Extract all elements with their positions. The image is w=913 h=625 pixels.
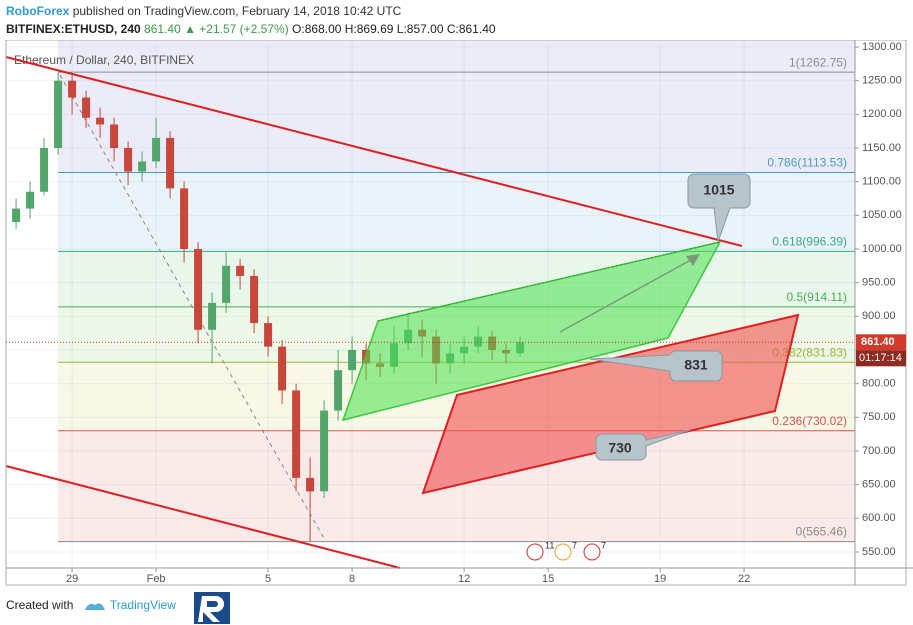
footer-created: Created with bbox=[6, 598, 74, 612]
event-count: 7 bbox=[572, 540, 577, 550]
candle-body bbox=[208, 302, 217, 330]
fib-label: 1(1262.75) bbox=[789, 55, 847, 69]
fib-label: 0(565.46) bbox=[796, 525, 847, 539]
candle-body bbox=[152, 137, 161, 162]
y-tick-label: 650.00 bbox=[862, 479, 896, 491]
symbol: BITFINEX:ETHUSD, 240 bbox=[6, 22, 141, 36]
y-tick-label: 750.00 bbox=[862, 411, 896, 423]
candle-body bbox=[138, 161, 147, 172]
x-tick-label: Feb bbox=[147, 573, 166, 585]
chart: 1(1262.75) 0.786(1113.53) 0.618(996.39) 0.5… bbox=[5, 40, 913, 586]
y-tick-label: 1200.00 bbox=[862, 108, 902, 120]
candle-body bbox=[124, 147, 133, 172]
ohlc: O:868.00 H:869.69 L:857.00 C:861.40 bbox=[292, 22, 496, 36]
event-count: 11 bbox=[545, 540, 554, 550]
y-tick-label: 900.00 bbox=[862, 310, 896, 322]
callout-label: 1015 bbox=[703, 182, 734, 198]
roboforex-logo bbox=[194, 592, 230, 624]
header-line: RoboForex published on TradingView.com, … bbox=[6, 4, 401, 18]
lower-trendline bbox=[5, 465, 401, 569]
candle-body bbox=[278, 346, 287, 391]
quote-line: BITFINEX:ETHUSD, 240 861.40 ▲ +21.57 (+2… bbox=[6, 22, 496, 36]
candle-body bbox=[166, 137, 175, 189]
fib-band bbox=[58, 40, 855, 73]
candle-body bbox=[250, 275, 259, 324]
y-tick-label: 800.00 bbox=[862, 378, 896, 390]
candle-body bbox=[320, 410, 329, 492]
candle-body bbox=[96, 117, 105, 125]
x-tick-label: 15 bbox=[542, 573, 554, 585]
callout bbox=[595, 429, 691, 461]
candle-body bbox=[334, 370, 343, 411]
fib-label: 0.786(1113.53) bbox=[767, 156, 847, 170]
fib-band bbox=[58, 251, 855, 307]
footer: Created with TradingView bbox=[6, 598, 176, 613]
candle-body bbox=[222, 265, 231, 303]
x-tick-label: 5 bbox=[265, 573, 271, 585]
y-tick-label: 1100.00 bbox=[862, 176, 901, 188]
upper-trendline bbox=[5, 56, 743, 247]
fib-band bbox=[58, 72, 855, 173]
event-icon[interactable] bbox=[554, 543, 572, 561]
arrow-head bbox=[686, 254, 700, 266]
countdown-label: 01:17:14 bbox=[859, 352, 902, 364]
y-tick-label: 1150.00 bbox=[862, 142, 901, 154]
green-channel bbox=[341, 240, 722, 422]
y-tick-label: 700.00 bbox=[862, 445, 896, 457]
dashed-trend bbox=[59, 74, 326, 541]
last-price-label: 861.40 bbox=[861, 336, 895, 348]
y-tick-label: 1000.00 bbox=[862, 243, 902, 255]
fib-label: 0.236(730.02) bbox=[772, 414, 847, 428]
brand: RoboForex bbox=[6, 4, 70, 18]
frame bbox=[5, 40, 907, 586]
event-icon[interactable] bbox=[583, 543, 601, 561]
y-tick-label: 950.00 bbox=[862, 277, 896, 289]
quote: 861.40 ▲ +21.57 (+2.57%) bbox=[144, 22, 289, 36]
candle-body bbox=[236, 265, 245, 276]
countdown-tag bbox=[856, 350, 906, 367]
callout bbox=[687, 173, 751, 243]
x-tick-label: 22 bbox=[738, 573, 750, 585]
callout bbox=[589, 350, 723, 382]
fib-label: 0.5(914.11) bbox=[787, 290, 848, 304]
fib-label: 0.382(831.83) bbox=[772, 345, 847, 359]
chart-title: Ethereum / Dollar, 240, BITFINEX bbox=[14, 53, 194, 67]
candle-body bbox=[26, 191, 35, 209]
arrow bbox=[559, 255, 699, 333]
event-count: 7 bbox=[601, 540, 606, 550]
event-icon[interactable] bbox=[526, 543, 544, 561]
candle-body bbox=[40, 147, 49, 192]
x-tick-label: 12 bbox=[458, 573, 470, 585]
candle-body bbox=[264, 323, 273, 347]
candle-body bbox=[292, 390, 301, 478]
candle-body bbox=[348, 349, 357, 371]
published: published on TradingView.com, February 1… bbox=[72, 4, 402, 18]
y-tick-label: 1250.00 bbox=[862, 75, 902, 87]
fib-label: 0.618(996.39) bbox=[772, 235, 847, 249]
candle-body bbox=[68, 80, 77, 98]
y-tick-label: 1300.00 bbox=[862, 41, 902, 53]
green-edge bbox=[377, 241, 721, 322]
x-tick-label: 29 bbox=[66, 573, 78, 585]
candle-body bbox=[12, 208, 21, 223]
candle-body bbox=[306, 477, 315, 492]
candle-body bbox=[54, 80, 63, 148]
y-tick-label: 550.00 bbox=[862, 546, 896, 558]
footer-brand: TradingView bbox=[109, 598, 176, 612]
events: 11 7 7 bbox=[526, 540, 606, 561]
tv-logo bbox=[84, 603, 105, 610]
candle-body bbox=[82, 97, 91, 118]
callout-label: 831 bbox=[684, 357, 708, 373]
candle-body bbox=[194, 248, 203, 330]
callout-label: 730 bbox=[608, 440, 632, 456]
candle-body bbox=[180, 188, 189, 249]
candle-body bbox=[110, 124, 119, 148]
y-tick-label: 1050.00 bbox=[862, 209, 902, 221]
last-price-tag bbox=[856, 334, 906, 351]
y-tick-label: 600.00 bbox=[862, 512, 896, 524]
x-tick-label: 19 bbox=[654, 573, 666, 585]
x-tick-label: 8 bbox=[349, 573, 355, 585]
